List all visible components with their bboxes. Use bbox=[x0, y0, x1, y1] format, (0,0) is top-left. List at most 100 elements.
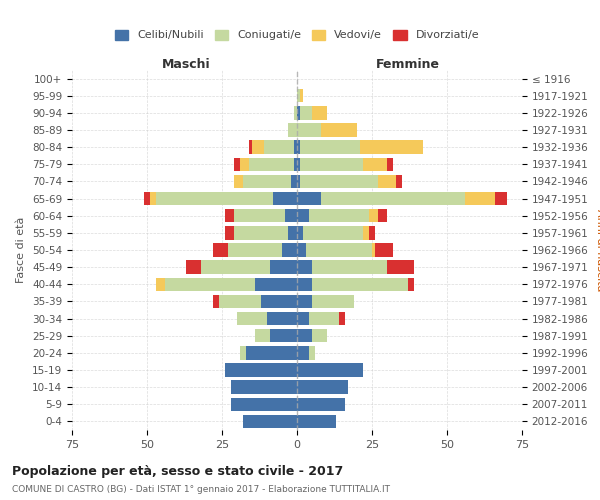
Bar bbox=[213, 244, 228, 256]
Bar bbox=[228, 244, 282, 256]
Bar bbox=[165, 278, 255, 291]
Bar bbox=[297, 312, 309, 326]
Bar bbox=[300, 140, 360, 154]
Text: Popolazione per età, sesso e stato civile - 2017: Popolazione per età, sesso e stato civil… bbox=[12, 465, 343, 478]
Bar bbox=[297, 192, 321, 205]
Bar bbox=[288, 124, 297, 136]
Bar bbox=[375, 244, 393, 256]
Text: Femmine: Femmine bbox=[376, 58, 440, 71]
Bar bbox=[264, 140, 294, 154]
Bar bbox=[369, 226, 375, 239]
Bar bbox=[261, 294, 297, 308]
Bar bbox=[240, 158, 249, 171]
Bar bbox=[246, 346, 297, 360]
Bar bbox=[378, 174, 396, 188]
Bar bbox=[300, 174, 378, 188]
Bar bbox=[396, 174, 402, 188]
Bar bbox=[312, 260, 387, 274]
Bar bbox=[225, 226, 234, 239]
Bar bbox=[150, 192, 156, 205]
Bar bbox=[297, 209, 309, 222]
Bar bbox=[360, 140, 423, 154]
Bar bbox=[465, 192, 495, 205]
Bar bbox=[387, 260, 414, 274]
Bar bbox=[270, 329, 297, 342]
Bar bbox=[309, 209, 369, 222]
Bar bbox=[369, 209, 378, 222]
Text: Maschi: Maschi bbox=[161, 58, 211, 71]
Bar bbox=[378, 209, 387, 222]
Text: COMUNE DI CASTRO (BG) - Dati ISTAT 1° gennaio 2017 - Elaborazione TUTTITALIA.IT: COMUNE DI CASTRO (BG) - Dati ISTAT 1° ge… bbox=[12, 485, 390, 494]
Bar bbox=[255, 329, 270, 342]
Bar bbox=[303, 226, 363, 239]
Bar bbox=[237, 312, 267, 326]
Bar bbox=[297, 124, 321, 136]
Bar bbox=[387, 158, 393, 171]
Bar bbox=[156, 278, 165, 291]
Bar bbox=[297, 398, 345, 411]
Bar bbox=[363, 158, 387, 171]
Bar bbox=[312, 294, 354, 308]
Bar bbox=[297, 414, 336, 428]
Bar bbox=[297, 106, 300, 120]
Bar bbox=[297, 158, 300, 171]
Bar bbox=[372, 244, 375, 256]
Y-axis label: Fasce di età: Fasce di età bbox=[16, 217, 26, 283]
Bar bbox=[294, 158, 297, 171]
Bar bbox=[297, 140, 300, 154]
Bar bbox=[300, 89, 303, 102]
Bar bbox=[294, 106, 297, 120]
Bar bbox=[297, 244, 306, 256]
Bar bbox=[270, 260, 297, 274]
Bar bbox=[219, 294, 261, 308]
Bar bbox=[300, 158, 363, 171]
Bar bbox=[294, 140, 297, 154]
Bar bbox=[252, 140, 264, 154]
Bar bbox=[255, 278, 297, 291]
Bar bbox=[201, 260, 270, 274]
Bar bbox=[231, 380, 297, 394]
Bar bbox=[288, 226, 297, 239]
Bar bbox=[225, 209, 234, 222]
Bar bbox=[297, 364, 363, 376]
Bar bbox=[297, 226, 303, 239]
Legend: Celibi/Nubili, Coniugati/e, Vedovi/e, Divorziati/e: Celibi/Nubili, Coniugati/e, Vedovi/e, Di… bbox=[110, 25, 484, 45]
Bar bbox=[297, 174, 300, 188]
Bar bbox=[297, 260, 312, 274]
Bar bbox=[249, 158, 294, 171]
Bar bbox=[282, 244, 297, 256]
Bar bbox=[312, 278, 408, 291]
Bar bbox=[249, 140, 252, 154]
Bar bbox=[243, 414, 297, 428]
Bar bbox=[312, 106, 327, 120]
Bar bbox=[285, 209, 297, 222]
Bar bbox=[234, 209, 285, 222]
Bar bbox=[363, 226, 369, 239]
Bar bbox=[186, 260, 201, 274]
Y-axis label: Anni di nascita: Anni di nascita bbox=[595, 209, 600, 291]
Bar bbox=[309, 312, 339, 326]
Bar bbox=[297, 380, 348, 394]
Bar bbox=[213, 294, 219, 308]
Bar bbox=[312, 329, 327, 342]
Bar bbox=[297, 294, 312, 308]
Bar bbox=[297, 346, 309, 360]
Bar bbox=[339, 312, 345, 326]
Bar bbox=[273, 192, 297, 205]
Bar bbox=[309, 346, 315, 360]
Bar bbox=[408, 278, 414, 291]
Bar bbox=[234, 174, 243, 188]
Bar bbox=[144, 192, 150, 205]
Bar bbox=[495, 192, 507, 205]
Bar bbox=[243, 174, 291, 188]
Bar bbox=[291, 174, 297, 188]
Bar bbox=[297, 329, 312, 342]
Bar bbox=[240, 346, 246, 360]
Bar bbox=[297, 89, 300, 102]
Bar bbox=[267, 312, 297, 326]
Bar bbox=[234, 158, 240, 171]
Bar bbox=[306, 244, 372, 256]
Bar bbox=[156, 192, 273, 205]
Bar bbox=[234, 226, 288, 239]
Bar bbox=[225, 364, 297, 376]
